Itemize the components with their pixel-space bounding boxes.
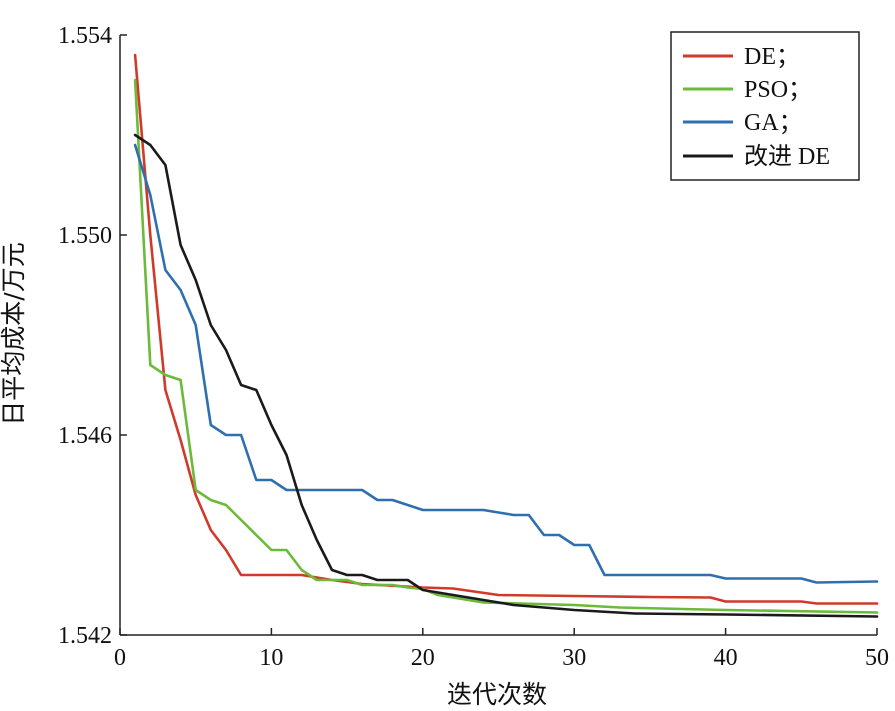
series-line-改进-de: [133, 133, 879, 618]
legend-label-pso: PSO；: [744, 77, 812, 103]
x-axis-title: 迭代次数: [447, 680, 547, 709]
x-tick-label: 20: [411, 645, 435, 671]
x-tick-label: 0: [114, 645, 126, 671]
legend-label-ga: GA；: [744, 110, 803, 136]
series-line-ga: [133, 143, 879, 584]
y-tick-label: 1.550: [58, 223, 112, 249]
x-tick-label: 40: [714, 645, 738, 671]
x-tick-label: 30: [562, 645, 586, 671]
x-tick-label: 50: [865, 645, 889, 671]
x-tick-label: 10: [259, 645, 283, 671]
y-tick-label: 1.554: [58, 23, 112, 49]
y-tick-label: 1.542: [58, 623, 112, 649]
legend-label-improved-de: 改进 DE: [744, 143, 830, 170]
y-tick-label: 1.546: [58, 423, 112, 449]
series-layer: [133, 53, 879, 618]
axes-layer: 0 10 20 30 40 50 1.542 1.546 1.550 1.554: [58, 23, 889, 671]
series-line-de: [133, 53, 879, 605]
legend: DE； PSO； GA； 改进 DE: [670, 31, 860, 181]
legend-label-de: DE；: [744, 44, 800, 70]
y-axis-title: 日平均成本/万元: [0, 242, 28, 425]
